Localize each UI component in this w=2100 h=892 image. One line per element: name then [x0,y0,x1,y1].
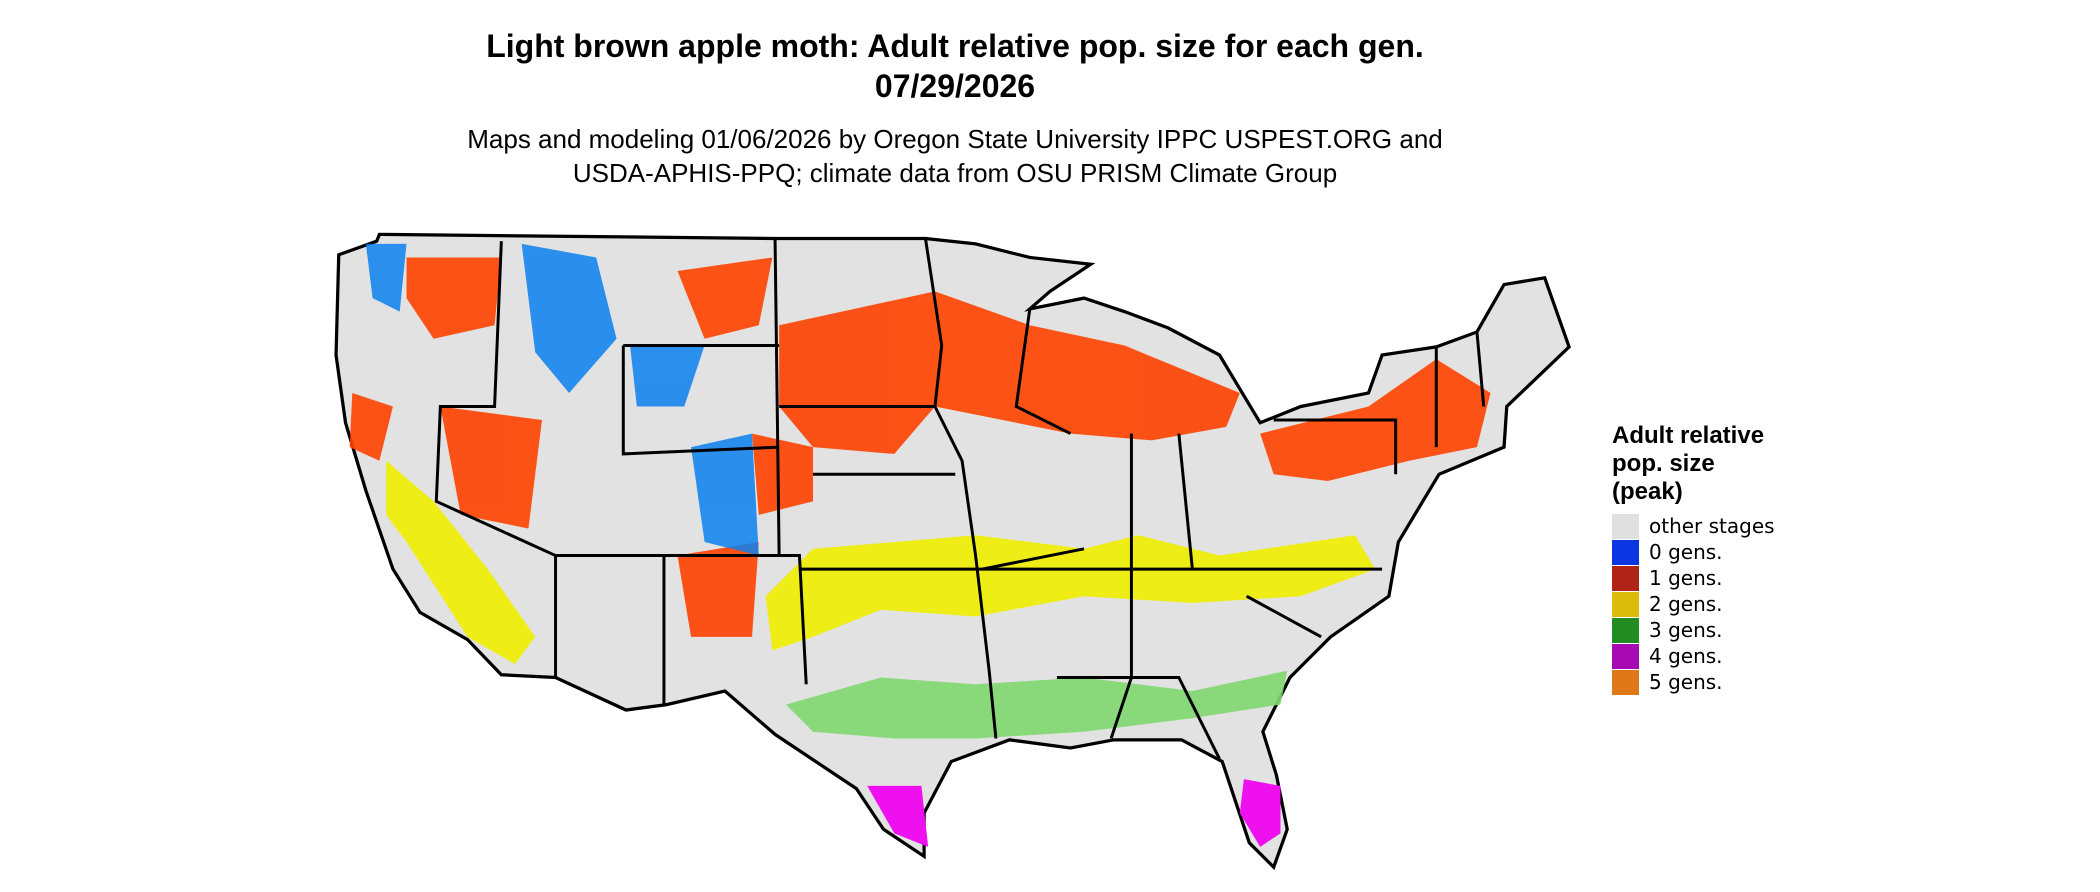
legend-label: 4 gens. [1649,644,1723,668]
zero-gen-zones [365,243,759,556]
legend-label: 3 gens. [1649,618,1723,642]
one-gen-zones [349,257,1491,637]
three-gen-zones [785,670,1288,739]
title-date: 07/29/2026 [875,68,1035,104]
legend-title: pop. size [1612,450,1715,477]
legend-title: Adult relative [1612,422,1764,449]
legend-swatch [1612,514,1639,539]
legend-swatch [1612,592,1639,617]
title: Light brown apple moth: Adult relative p… [486,28,1424,64]
subtitle: Maps and modeling 01/06/2026 by Oregon S… [467,124,1443,154]
legend-label: 5 gens. [1649,670,1723,694]
legend-swatch [1612,566,1639,591]
subtitle: USDA-APHIS-PPQ; climate data from OSU PR… [573,158,1337,188]
legend-swatch [1612,644,1639,669]
legend-label: 2 gens. [1649,592,1723,616]
legend-swatch [1612,670,1639,695]
legend-swatch [1612,618,1639,643]
legend-label: 0 gens. [1649,540,1723,564]
legend-label: other stages [1649,514,1775,538]
legend-label: 1 gens. [1649,566,1723,590]
state-lines [434,238,1486,760]
four-gen-zones [867,779,1281,847]
map [334,232,1571,871]
legend-title: (peak) [1612,478,1683,505]
two-gen-zones [386,460,1376,664]
legend-swatch [1612,540,1639,565]
